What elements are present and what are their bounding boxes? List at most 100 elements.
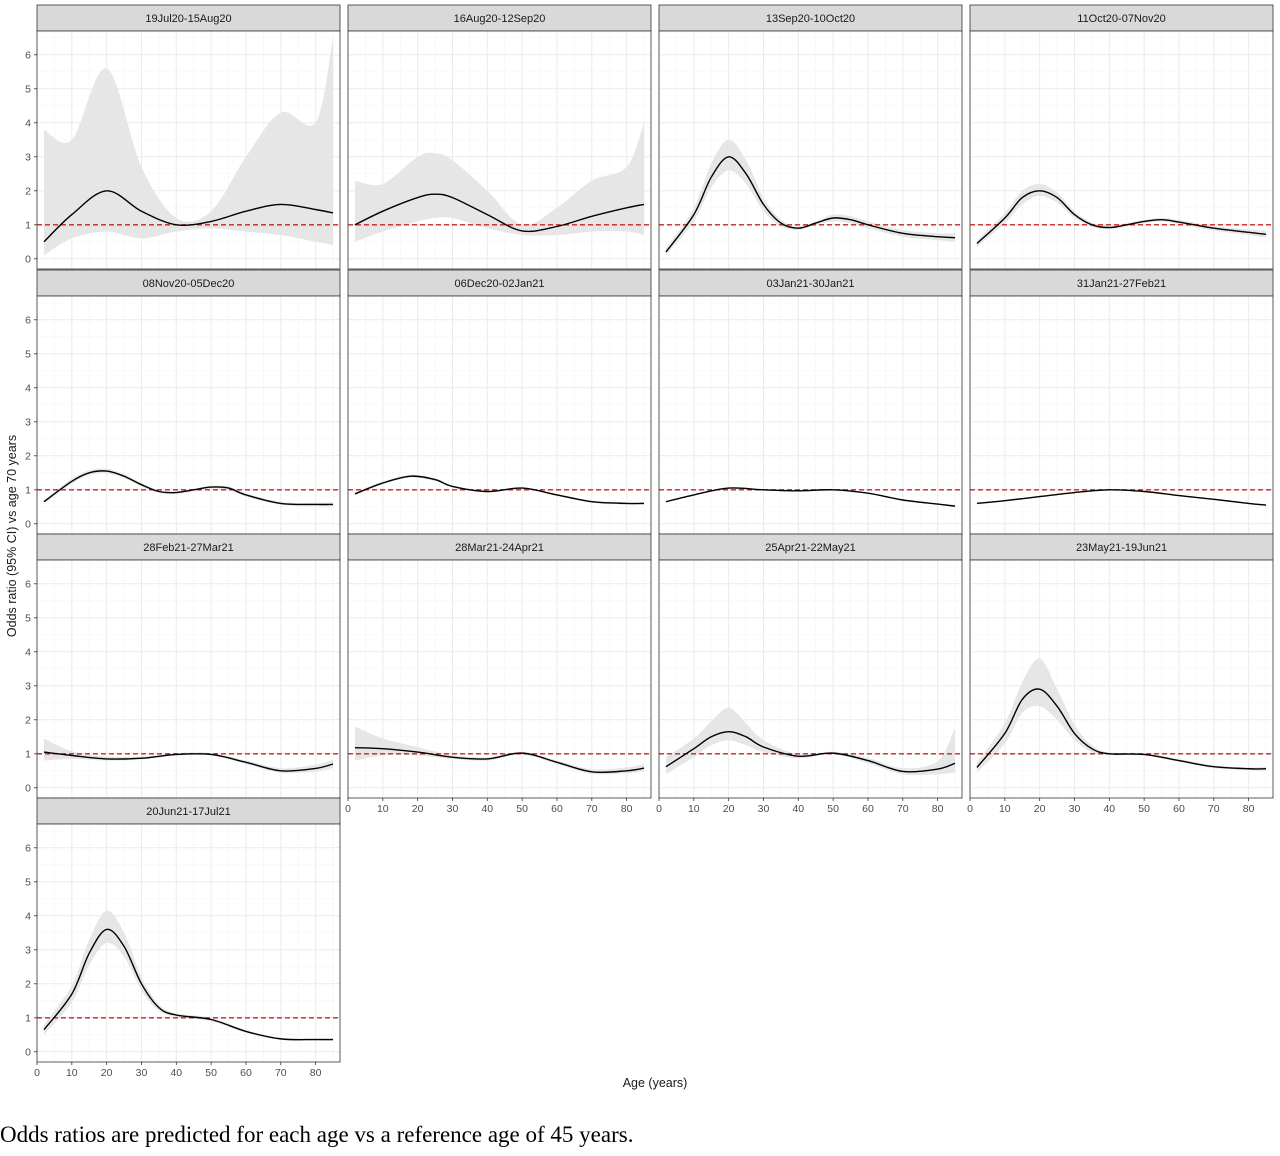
odds-ratio-line	[976, 688, 1267, 770]
odds-ratio-line	[976, 489, 1267, 506]
facet-panel: 23May21-19Jun21 0 10 20 30 40 50 60 70 80	[967, 533, 1274, 815]
facet-panel: 31Jan21-27Feb21	[969, 269, 1274, 535]
y-tick-label: 4	[25, 117, 31, 129]
facet-strip	[969, 533, 1274, 561]
odds-ratio-line	[354, 475, 645, 505]
y-tick-label: 2	[25, 185, 31, 197]
facet-title: 20Jun21-17Jul21	[146, 806, 230, 818]
x-tick-label: 10	[688, 803, 700, 815]
plot-background	[348, 296, 651, 534]
odds-ratio-line	[354, 193, 645, 233]
odds-ratio-line	[976, 190, 1267, 245]
facet-strip	[658, 4, 963, 32]
panel-border	[969, 559, 1274, 799]
y-tick-label: 4	[25, 382, 31, 394]
x-tick-label: 70	[897, 803, 909, 815]
y-tick-label: 1	[25, 219, 31, 231]
plot-background	[348, 560, 651, 798]
facet-panel: 28Mar21-24Apr21 0 10 20 30 40 50 60 70 80	[345, 533, 652, 815]
ci-ribbon	[665, 707, 956, 776]
x-tick-label: 50	[205, 1067, 217, 1079]
x-tick-label: 20	[1034, 803, 1046, 815]
facet-panel: 25Apr21-22May21 0 10 20 30 40 50 60 70 80	[656, 533, 963, 815]
x-tick-label: 80	[310, 1067, 322, 1079]
y-tick-label: 6	[25, 842, 31, 854]
facet-title: 11Oct20-07Nov20	[1077, 13, 1165, 25]
odds-ratio-line	[43, 190, 334, 243]
facet-title: 23May21-19Jun21	[1076, 542, 1167, 554]
figure-caption: Odds ratios are predicted for each age v…	[0, 1122, 634, 1147]
facet-panel: 16Aug20-12Sep20	[347, 4, 652, 270]
x-tick-label: 0	[967, 803, 973, 815]
panels-layer: 19Jul20-15Aug20 0 1 2 3 4 5 6 16Aug20-12Sep20 13S…	[25, 4, 1274, 1079]
x-tick-label: 50	[827, 803, 839, 815]
y-tick-label: 3	[25, 151, 31, 163]
facet-title: 08Nov20-05Dec20	[143, 278, 235, 290]
y-tick-label: 3	[25, 944, 31, 956]
plot-background	[970, 560, 1273, 798]
ci-ribbon	[43, 37, 334, 256]
x-tick-label: 80	[1243, 803, 1255, 815]
y-tick-label: 1	[25, 484, 31, 496]
facet-panel: 28Feb21-27Mar21 0 1 2 3 4 5 6	[25, 533, 341, 799]
panel-border	[347, 559, 652, 799]
x-tick-label: 10	[377, 803, 389, 815]
x-tick-label: 70	[586, 803, 598, 815]
odds-ratio-line	[665, 487, 956, 507]
panel-border	[658, 559, 963, 799]
plot-background	[659, 296, 962, 534]
plot-background	[37, 560, 340, 798]
facet-title: 31Jan21-27Feb21	[1077, 278, 1166, 290]
x-tick-label: 50	[1138, 803, 1150, 815]
panel-border	[36, 823, 341, 1063]
facet-panel: 08Nov20-05Dec20 0 1 2 3 4 5 6	[25, 269, 341, 535]
ci-ribbon	[976, 658, 1267, 773]
odds-ratio-line	[665, 156, 956, 253]
facet-panel: 19Jul20-15Aug20 0 1 2 3 4 5 6	[25, 4, 341, 270]
x-axis-title: Age (years)	[623, 1076, 688, 1090]
ci-ribbon	[43, 738, 334, 774]
y-tick-label: 1	[25, 748, 31, 760]
plot-background	[37, 824, 340, 1062]
y-tick-label: 2	[25, 450, 31, 462]
y-tick-label: 2	[25, 978, 31, 990]
x-tick-label: 30	[447, 803, 459, 815]
plot-background	[970, 31, 1273, 269]
y-tick-label: 3	[25, 680, 31, 692]
panel-border	[36, 30, 341, 270]
y-tick-label: 0	[25, 782, 31, 794]
panel-border	[347, 30, 652, 270]
facet-title: 06Dec20-02Jan21	[455, 278, 545, 290]
facet-strip	[969, 4, 1274, 32]
y-tick-label: 0	[25, 253, 31, 265]
facet-title: 19Jul20-15Aug20	[145, 13, 231, 25]
facet-title: 25Apr21-22May21	[765, 542, 856, 554]
ci-ribbon	[665, 139, 956, 256]
x-tick-label: 20	[412, 803, 424, 815]
y-tick-label: 5	[25, 83, 31, 95]
y-tick-label: 0	[25, 518, 31, 530]
x-tick-label: 40	[170, 1067, 182, 1079]
ci-ribbon	[354, 726, 645, 775]
odds-ratio-line	[354, 746, 645, 774]
facet-strip	[36, 533, 341, 561]
ci-ribbon	[354, 474, 645, 505]
x-tick-label: 40	[481, 803, 493, 815]
facet-strip	[36, 4, 341, 32]
x-tick-label: 10	[999, 803, 1011, 815]
facet-title: 28Mar21-24Apr21	[455, 542, 544, 554]
x-tick-label: 80	[621, 803, 633, 815]
odds-ratio-line	[43, 928, 334, 1041]
facet-strip	[36, 797, 341, 825]
odds-ratio-line	[43, 470, 334, 506]
facet-strip	[347, 533, 652, 561]
y-tick-label: 2	[25, 714, 31, 726]
facet-title: 28Feb21-27Mar21	[143, 542, 234, 554]
facet-strip	[658, 533, 963, 561]
x-tick-label: 70	[275, 1067, 287, 1079]
x-tick-label: 60	[862, 803, 874, 815]
facet-strip	[347, 269, 652, 297]
y-tick-label: 0	[25, 1046, 31, 1058]
plot-background	[659, 31, 962, 269]
